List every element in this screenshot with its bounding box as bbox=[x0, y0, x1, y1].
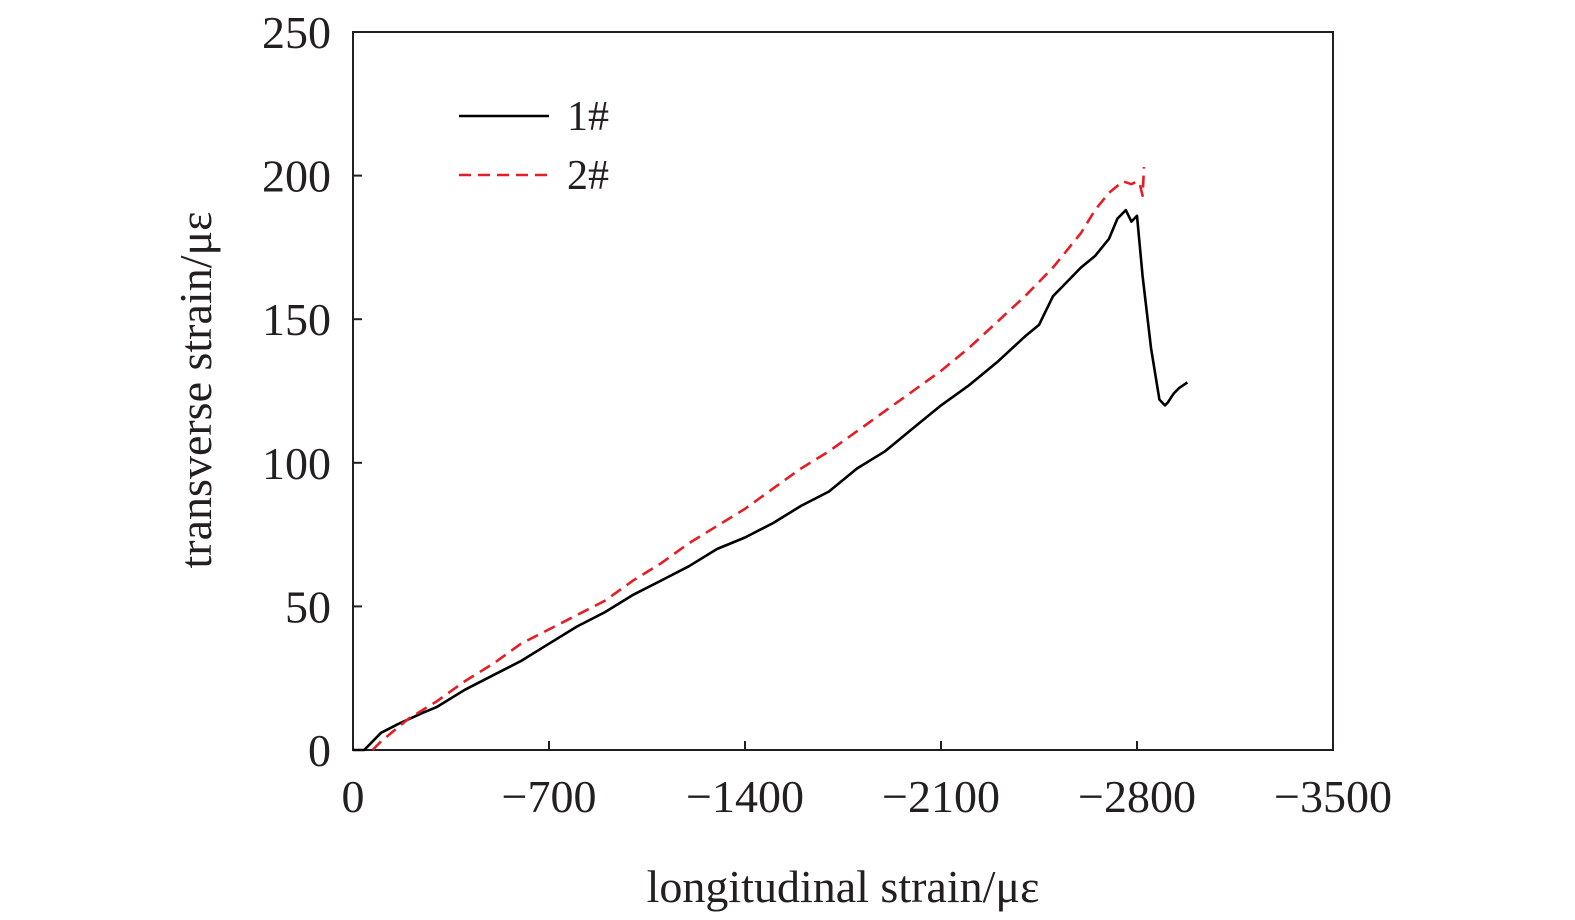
legend: 1#2# bbox=[459, 94, 609, 199]
x-tick-label: −2800 bbox=[1078, 771, 1196, 822]
y-tick-label: 250 bbox=[262, 7, 331, 58]
y-axis-title: transverse strain/με bbox=[170, 212, 221, 569]
legend-label-2: 2# bbox=[567, 153, 609, 199]
ticks: 0 −700 −1400 −2100 −2800 −3500 0 50 100 150 200 250 bbox=[262, 7, 1392, 822]
x-tick-label: −3500 bbox=[1274, 771, 1392, 822]
series-line-1 bbox=[353, 208, 1189, 752]
plot-area bbox=[352, 31, 1334, 751]
y-tick-label: 150 bbox=[262, 294, 331, 345]
x-tick-label: −2100 bbox=[882, 771, 1000, 822]
y-tick-label: 0 bbox=[308, 725, 331, 776]
series-line-2 bbox=[371, 166, 1146, 751]
y-tick-label: 200 bbox=[262, 151, 331, 202]
x-tick-label: −700 bbox=[502, 771, 597, 822]
y-tick-label: 50 bbox=[285, 581, 331, 632]
legend-label-1: 1# bbox=[567, 94, 609, 140]
x-axis-title: longitudinal strain/με bbox=[647, 861, 1040, 912]
series-group bbox=[353, 166, 1189, 752]
y-tick-label: 100 bbox=[262, 438, 331, 489]
x-tick-label: 0 bbox=[342, 771, 365, 822]
x-tick-label: −1400 bbox=[686, 771, 804, 822]
